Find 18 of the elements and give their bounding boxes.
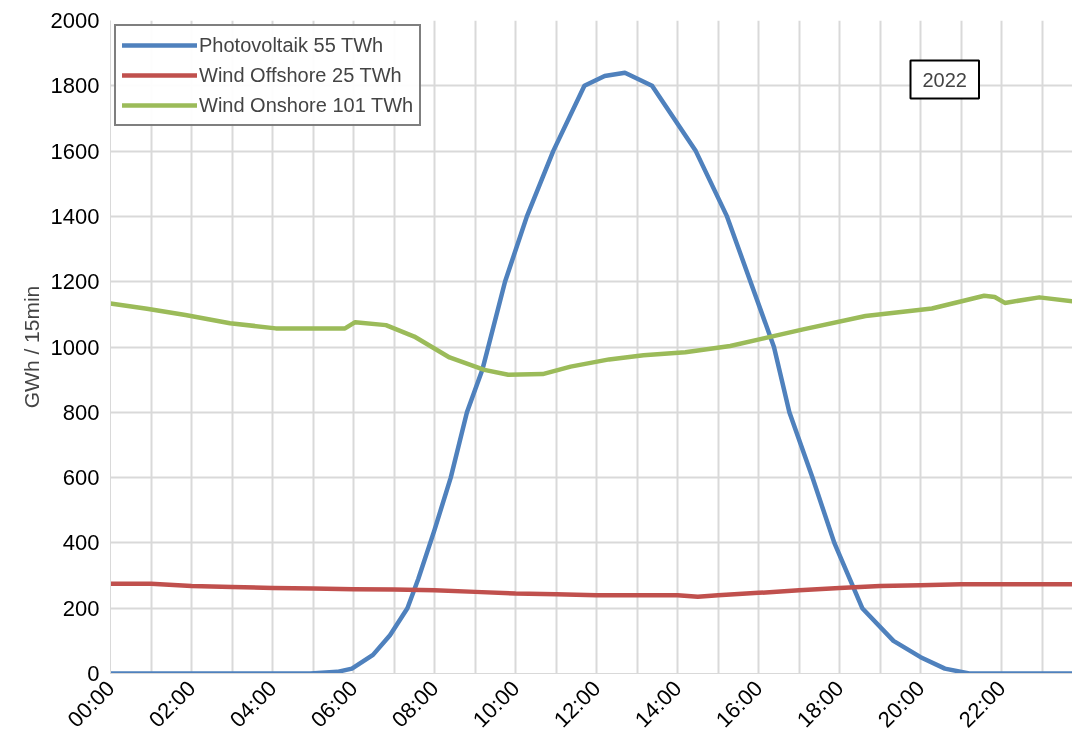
legend-label: Photovoltaik 55 TWh (199, 32, 384, 58)
y-tick-label: 1600 (50, 138, 100, 164)
line-series (110, 581, 1072, 600)
y-tick-label: 800 (62, 399, 100, 425)
y-tick-label: 1400 (50, 203, 100, 229)
y-tick-label: 1200 (50, 269, 100, 295)
y-tick-label: 2000 (50, 8, 100, 33)
legend-label: Wind Onshore 101 TWh (199, 92, 414, 118)
legend-label: Wind Offshore 25 TWh (199, 62, 402, 88)
y-tick-label: 600 (62, 465, 100, 491)
y-tick-label: 1000 (50, 334, 100, 360)
y-tick-label: 200 (62, 595, 100, 621)
y-axis-title: GWh / 15min (19, 285, 43, 409)
y-tick-label: 400 (62, 530, 100, 556)
line-series (110, 293, 1072, 377)
y-tick-label: 0 (87, 661, 100, 686)
y-tick-label: 1800 (50, 73, 100, 99)
annotation: 2022 (922, 68, 967, 91)
